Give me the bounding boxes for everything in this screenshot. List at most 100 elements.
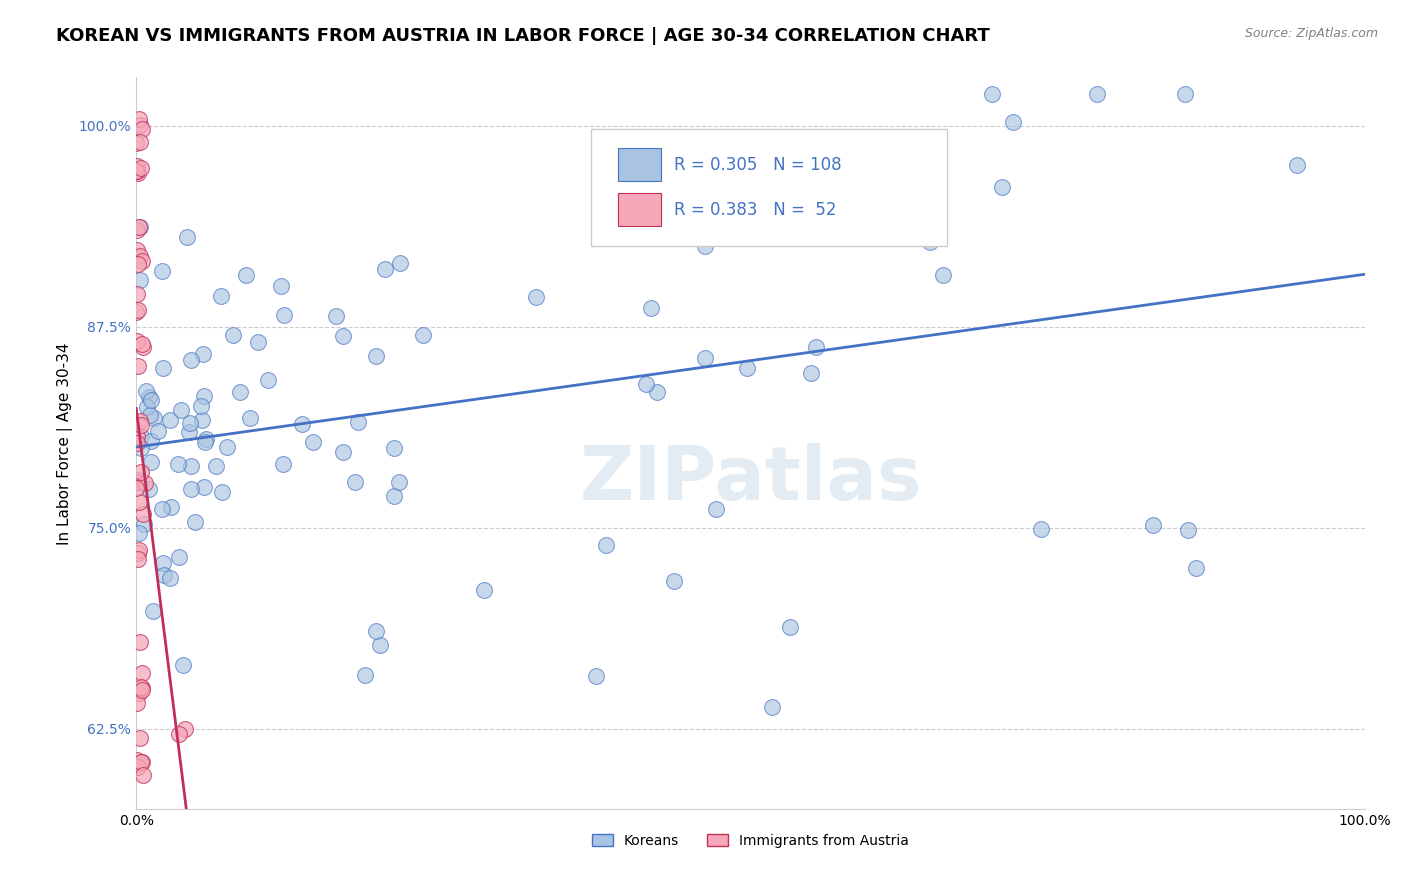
Point <box>302 434 325 449</box>
Point <box>368 639 391 653</box>
Point <box>131 681 153 696</box>
Point <box>125 164 148 178</box>
Point <box>142 604 165 618</box>
Point <box>127 164 149 178</box>
Point <box>148 424 170 438</box>
Point <box>374 261 396 276</box>
Point <box>1177 523 1199 537</box>
FancyBboxPatch shape <box>591 128 948 245</box>
Point <box>172 657 194 672</box>
Point <box>128 731 150 745</box>
Point <box>131 337 153 351</box>
Point <box>696 221 718 235</box>
Point <box>128 495 150 509</box>
Point <box>364 624 387 638</box>
Point <box>139 408 162 422</box>
Point <box>704 502 727 516</box>
Point <box>152 567 174 582</box>
Point <box>132 768 155 782</box>
Point <box>332 329 354 343</box>
Point <box>131 755 153 769</box>
Point <box>125 136 148 151</box>
Point <box>235 268 257 283</box>
Point <box>125 334 148 349</box>
Point <box>128 414 150 428</box>
Legend: Koreans, Immigrants from Austria: Koreans, Immigrants from Austria <box>586 829 914 854</box>
Point <box>472 583 495 598</box>
Point <box>273 308 295 322</box>
Point <box>125 436 148 450</box>
Bar <box>617 194 661 227</box>
Point <box>354 668 377 682</box>
Point <box>129 466 152 480</box>
Point <box>127 429 149 443</box>
Point <box>167 727 190 741</box>
Point <box>852 195 875 210</box>
Point <box>645 384 668 399</box>
Point <box>125 286 148 301</box>
Point <box>129 756 152 770</box>
Point <box>585 669 607 683</box>
Point <box>128 118 150 132</box>
Point <box>131 121 153 136</box>
Point <box>716 227 738 241</box>
Point <box>932 268 955 282</box>
Point <box>693 351 716 365</box>
Point <box>127 473 149 487</box>
Point <box>159 500 181 514</box>
Point <box>128 112 150 126</box>
Point <box>125 305 148 319</box>
Point <box>127 546 149 560</box>
Point <box>193 480 215 494</box>
Point <box>179 425 201 439</box>
Point <box>270 279 292 293</box>
Text: R = 0.383   N =  52: R = 0.383 N = 52 <box>675 201 837 219</box>
Point <box>131 666 153 681</box>
Point <box>209 289 232 303</box>
Point <box>1185 560 1208 574</box>
Point <box>229 385 252 400</box>
Point <box>179 417 201 431</box>
Point <box>271 458 294 472</box>
Point <box>131 254 153 268</box>
Point <box>127 475 149 489</box>
Point <box>129 441 152 455</box>
Point <box>138 482 160 496</box>
Point <box>127 160 149 174</box>
Point <box>595 538 617 552</box>
Point <box>170 402 193 417</box>
Point <box>127 166 149 180</box>
Point <box>159 413 181 427</box>
Point <box>347 416 370 430</box>
Point <box>388 475 411 490</box>
Point <box>129 161 152 175</box>
Point <box>136 400 159 414</box>
Point <box>1085 87 1108 101</box>
Point <box>129 249 152 263</box>
Point <box>128 686 150 700</box>
Point <box>291 417 314 431</box>
Point <box>190 399 212 413</box>
Point <box>135 384 157 399</box>
Point <box>193 346 215 360</box>
Point <box>129 429 152 443</box>
Point <box>176 230 198 244</box>
Point <box>150 264 173 278</box>
Point <box>980 87 1002 101</box>
Point <box>134 476 156 491</box>
Text: ZIPatlas: ZIPatlas <box>579 443 922 516</box>
Point <box>129 273 152 287</box>
Point <box>695 238 717 252</box>
Text: R = 0.305   N = 108: R = 0.305 N = 108 <box>675 156 842 174</box>
Point <box>125 481 148 495</box>
Point <box>142 410 165 425</box>
Point <box>735 361 758 376</box>
Point <box>125 222 148 236</box>
Y-axis label: In Labor Force | Age 30-34: In Labor Force | Age 30-34 <box>58 342 73 544</box>
Point <box>128 525 150 540</box>
Point <box>640 301 662 315</box>
Point <box>125 243 148 257</box>
Point <box>761 700 783 714</box>
Point <box>129 681 152 695</box>
Point <box>128 543 150 558</box>
